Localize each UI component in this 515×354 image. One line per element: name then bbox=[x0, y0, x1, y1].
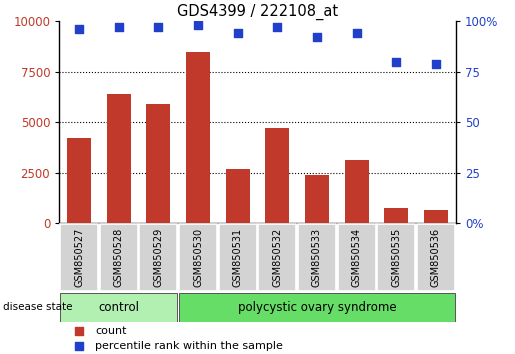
Bar bbox=[305, 175, 329, 223]
Text: GSM850535: GSM850535 bbox=[391, 228, 401, 287]
Point bbox=[392, 59, 401, 64]
Text: GSM850533: GSM850533 bbox=[312, 228, 322, 287]
Point bbox=[75, 343, 83, 349]
Text: percentile rank within the sample: percentile rank within the sample bbox=[95, 341, 283, 351]
Title: GDS4399 / 222108_at: GDS4399 / 222108_at bbox=[177, 4, 338, 20]
Point bbox=[432, 61, 440, 67]
Bar bbox=[219, 224, 256, 291]
Bar bbox=[226, 169, 250, 223]
Bar bbox=[107, 94, 131, 223]
Bar bbox=[265, 128, 289, 223]
Point bbox=[114, 24, 123, 30]
Bar bbox=[146, 104, 170, 223]
Bar bbox=[259, 224, 296, 291]
Bar bbox=[140, 224, 177, 291]
Bar bbox=[179, 293, 455, 321]
Point bbox=[313, 35, 321, 40]
Bar bbox=[100, 224, 138, 291]
Bar bbox=[377, 224, 415, 291]
Point bbox=[75, 328, 83, 334]
Bar bbox=[179, 224, 217, 291]
Text: GSM850536: GSM850536 bbox=[431, 228, 441, 287]
Text: GSM850527: GSM850527 bbox=[74, 228, 84, 287]
Bar bbox=[298, 224, 336, 291]
Bar bbox=[345, 160, 369, 223]
Bar bbox=[424, 210, 448, 223]
Text: count: count bbox=[95, 326, 126, 336]
Point bbox=[233, 30, 242, 36]
Point bbox=[194, 22, 202, 28]
Text: GSM850529: GSM850529 bbox=[153, 228, 163, 287]
Text: control: control bbox=[98, 301, 139, 314]
Bar bbox=[60, 224, 98, 291]
Bar bbox=[338, 224, 375, 291]
Text: polycystic ovary syndrome: polycystic ovary syndrome bbox=[237, 301, 397, 314]
Text: GSM850534: GSM850534 bbox=[352, 228, 362, 287]
Text: GSM850532: GSM850532 bbox=[272, 228, 282, 287]
Bar bbox=[60, 293, 177, 321]
Text: GSM850530: GSM850530 bbox=[193, 228, 203, 287]
Text: GSM850531: GSM850531 bbox=[233, 228, 243, 287]
Bar bbox=[417, 224, 455, 291]
Point bbox=[352, 30, 360, 36]
Text: disease state: disease state bbox=[3, 302, 72, 312]
Bar bbox=[67, 138, 91, 223]
Bar bbox=[384, 208, 408, 223]
Point bbox=[273, 24, 281, 30]
Bar bbox=[186, 51, 210, 223]
Point bbox=[154, 24, 162, 30]
Text: GSM850528: GSM850528 bbox=[114, 228, 124, 287]
Point bbox=[75, 27, 83, 32]
